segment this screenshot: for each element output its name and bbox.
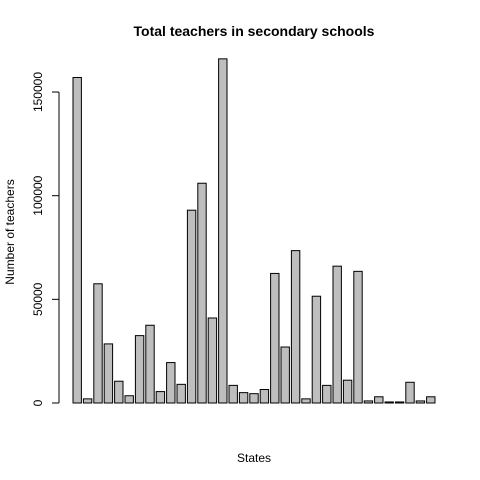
y-axis-label: Number of teachers	[3, 179, 17, 284]
bar	[145, 324, 155, 404]
y-tick-label: 150000	[31, 72, 45, 112]
bar	[290, 250, 301, 404]
bar	[394, 401, 405, 404]
bar	[186, 209, 197, 404]
x-axis-label: States	[237, 451, 271, 465]
bar	[72, 77, 82, 404]
bar	[301, 398, 311, 404]
bar	[155, 391, 166, 404]
bar	[197, 182, 207, 404]
bar	[363, 400, 374, 404]
y-tick-label: 0	[31, 399, 45, 406]
y-axis: 0 50000 100000 150000	[31, 72, 60, 406]
y-tick-label: 50000	[31, 282, 45, 316]
bar	[311, 295, 322, 404]
bar	[415, 400, 426, 404]
bar	[166, 362, 176, 404]
y-tick-label: 100000	[31, 175, 45, 215]
bar	[218, 58, 228, 404]
bar	[207, 317, 218, 404]
bar	[114, 380, 124, 404]
bar	[134, 335, 145, 404]
bar	[238, 392, 249, 404]
bar	[124, 395, 134, 404]
bar	[176, 383, 186, 404]
bar	[280, 346, 290, 404]
bar	[322, 384, 332, 404]
bar	[228, 384, 238, 404]
bar	[405, 381, 415, 404]
chart-title: Total teachers in secondary schools	[134, 23, 375, 39]
bar	[374, 396, 384, 404]
bar	[353, 270, 363, 404]
bar	[249, 393, 259, 404]
bar	[384, 401, 394, 404]
bar	[342, 379, 353, 404]
bar	[426, 396, 436, 404]
bars-group	[72, 58, 436, 404]
bar	[93, 283, 103, 404]
bar	[270, 272, 280, 404]
bar	[332, 265, 342, 404]
bar	[82, 398, 93, 404]
bar	[259, 389, 270, 404]
bar	[103, 343, 114, 404]
